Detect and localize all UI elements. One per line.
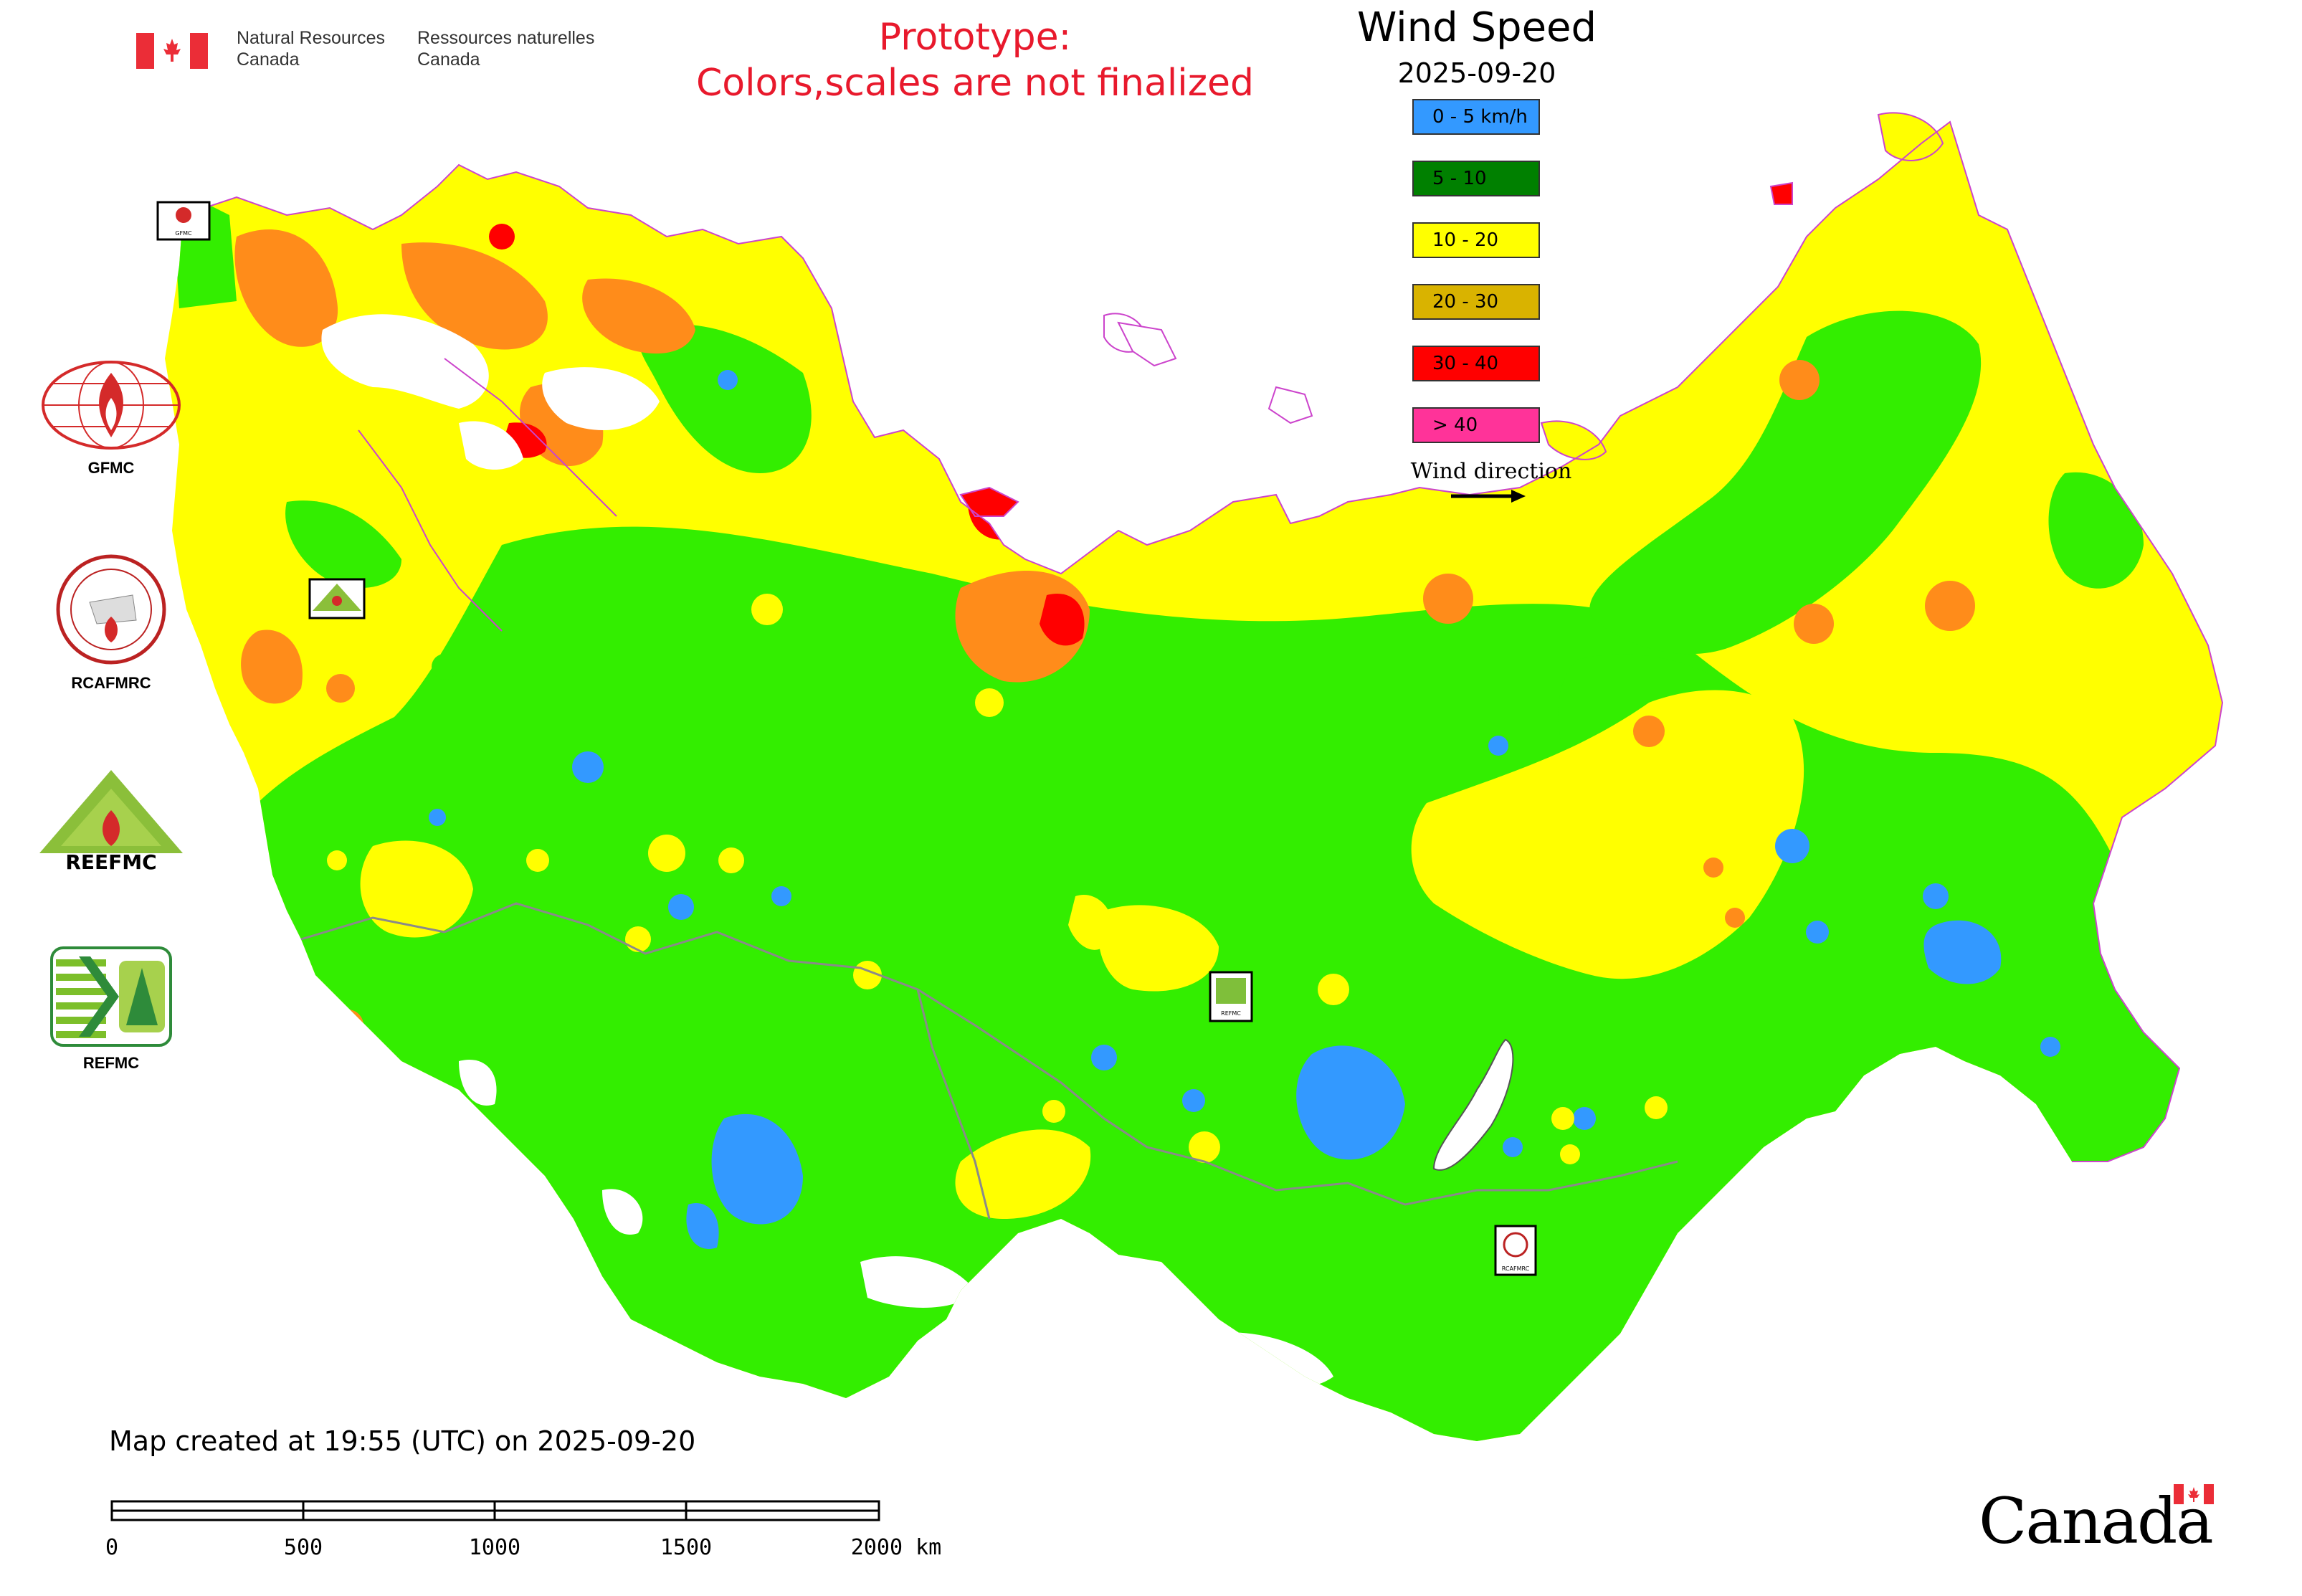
legend-item: > 40 <box>1412 407 1540 443</box>
map-marker-reefmc[interactable] <box>308 578 366 619</box>
gfmc-globe-fire-icon <box>42 361 181 450</box>
legend-item: 10 - 20 <box>1412 222 1540 258</box>
map-date: 2025-09-20 <box>1397 57 1556 89</box>
scale-tick-0: 0 <box>105 1535 118 1560</box>
reefmc-logo-text: REEFMC <box>65 850 156 874</box>
logo-gfmc-label: GFMC <box>87 459 135 477</box>
legend-item: 30 - 40 <box>1412 346 1540 381</box>
logo-gfmc: GFMC <box>29 358 194 478</box>
map-marker-gfmc-label: GFMC <box>175 230 192 237</box>
government-signature: Natural Resources Canada Ressources natu… <box>136 27 609 77</box>
map-marker-refmc[interactable]: REFMC <box>1209 971 1253 1022</box>
reefmc-triangle-icon: REEFMC <box>39 770 183 874</box>
map-created-timestamp: Map created at 19:55 (UTC) on 2025-09-20 <box>109 1425 696 1457</box>
wind-direction-arrow-icon <box>1451 490 1526 503</box>
legend-item: 0 - 5 km/h <box>1412 99 1540 135</box>
logo-reefmc: REEFMC <box>29 767 194 878</box>
scale-tick-1500: 1500 <box>660 1535 712 1560</box>
scale-tick-500: 500 <box>284 1535 323 1560</box>
prototype-notice: Prototype: Colors,scales are not finaliz… <box>695 16 1255 105</box>
scale-tick-2000: 2000 km <box>851 1535 941 1560</box>
logo-refmc-label: REFMC <box>82 1054 140 1072</box>
wind-direction-label: Wind direction <box>1410 459 1572 484</box>
logo-refmc: REFMC <box>29 946 194 1073</box>
map-marker-rcafmrc[interactable]: RCAFMRC <box>1494 1225 1537 1276</box>
map-marker-gfmc[interactable]: GFMC <box>156 201 211 241</box>
legend-item: 5 - 10 <box>1412 161 1540 196</box>
department-name-fr: Ressources naturelles Canada <box>417 28 595 70</box>
refmc-sigma-icon <box>50 946 172 1047</box>
map-marker-rcafmrc-label: RCAFMRC <box>1502 1265 1530 1272</box>
logo-rcafmrc: RCAFMRC <box>29 552 194 693</box>
scale-bar: 0 500 1000 1500 2000 km <box>105 1500 941 1560</box>
map-marker-refmc-label: REFMC <box>1221 1010 1241 1017</box>
map-title: Wind Speed <box>1356 4 1597 51</box>
rcafmrc-seal-icon <box>56 554 166 665</box>
department-name-en: Natural Resources Canada <box>237 28 386 70</box>
logo-rcafmrc-label: RCAFMRC <box>71 674 151 692</box>
canada-flag-icon <box>136 33 208 69</box>
canada-wordmark: Canada <box>1979 1484 2222 1563</box>
scale-tick-1000: 1000 <box>469 1535 520 1560</box>
wordmark-flag-icon <box>2174 1484 2214 1504</box>
legend-item: 20 - 30 <box>1412 284 1540 320</box>
